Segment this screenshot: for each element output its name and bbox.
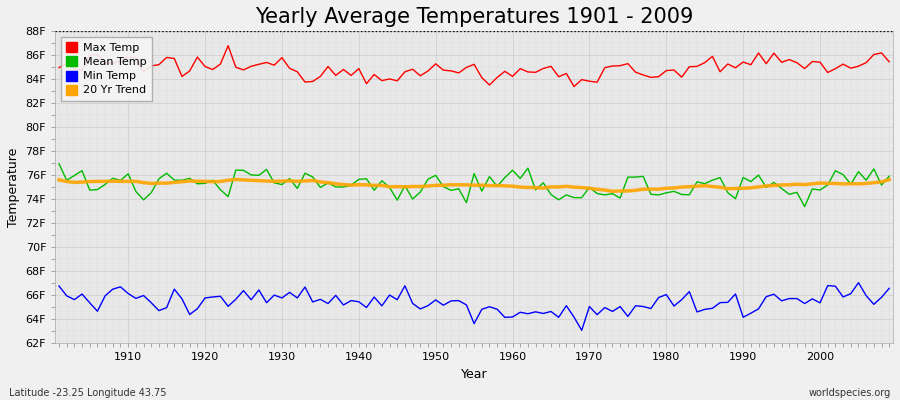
Legend: Max Temp, Mean Temp, Min Temp, 20 Yr Trend: Max Temp, Mean Temp, Min Temp, 20 Yr Tre… — [60, 37, 152, 101]
Text: Latitude -23.25 Longitude 43.75: Latitude -23.25 Longitude 43.75 — [9, 388, 166, 398]
Y-axis label: Temperature: Temperature — [7, 148, 20, 227]
Title: Yearly Average Temperatures 1901 - 2009: Yearly Average Temperatures 1901 - 2009 — [255, 7, 693, 27]
X-axis label: Year: Year — [461, 368, 488, 381]
Text: worldspecies.org: worldspecies.org — [809, 388, 891, 398]
